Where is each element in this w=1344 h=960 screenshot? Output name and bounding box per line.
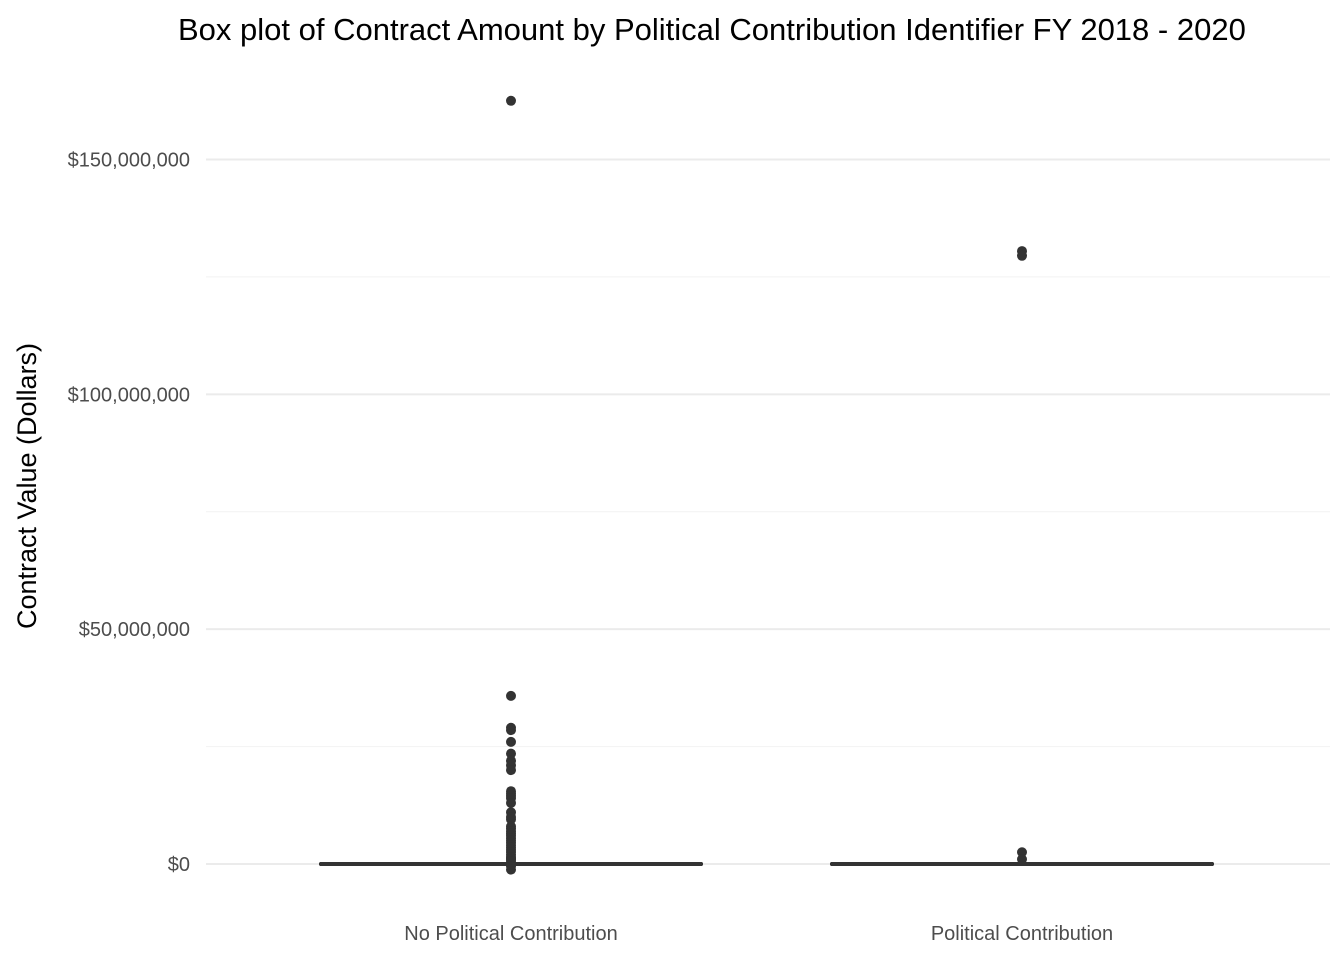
y-axis-title: Contract Value (Dollars) [12, 343, 42, 629]
outlier-point [506, 814, 516, 825]
y-tick-label: $50,000,000 [79, 619, 190, 641]
x-tick-labels: No Political Contribution Political Contr… [404, 923, 1113, 945]
box-group [319, 95, 703, 875]
outlier-point [506, 765, 516, 776]
box-layer [319, 95, 1214, 875]
outlier-point [506, 736, 516, 747]
x-tick-label: No Political Contribution [404, 923, 617, 945]
outlier-point [506, 797, 516, 808]
outlier-point [506, 864, 516, 875]
outlier-point [1017, 854, 1027, 865]
outlier-point [1017, 250, 1027, 261]
box-group [830, 246, 1214, 866]
y-tick-label: $150,000,000 [68, 150, 190, 172]
outlier-point [506, 690, 516, 701]
chart-title: Box plot of Contract Amount by Political… [178, 12, 1246, 47]
y-tick-label: $100,000,000 [68, 384, 190, 406]
y-tick-labels: $0 $50,000,000 $100,000,000 $150,000,000 [68, 150, 190, 877]
outlier-point [506, 725, 516, 736]
outlier-point [506, 95, 516, 106]
x-tick-label: Political Contribution [931, 923, 1113, 945]
outlier-point [1017, 847, 1027, 858]
outlier-point [506, 748, 516, 759]
y-tick-label: $0 [168, 854, 190, 876]
grid-layer [206, 158, 1330, 865]
